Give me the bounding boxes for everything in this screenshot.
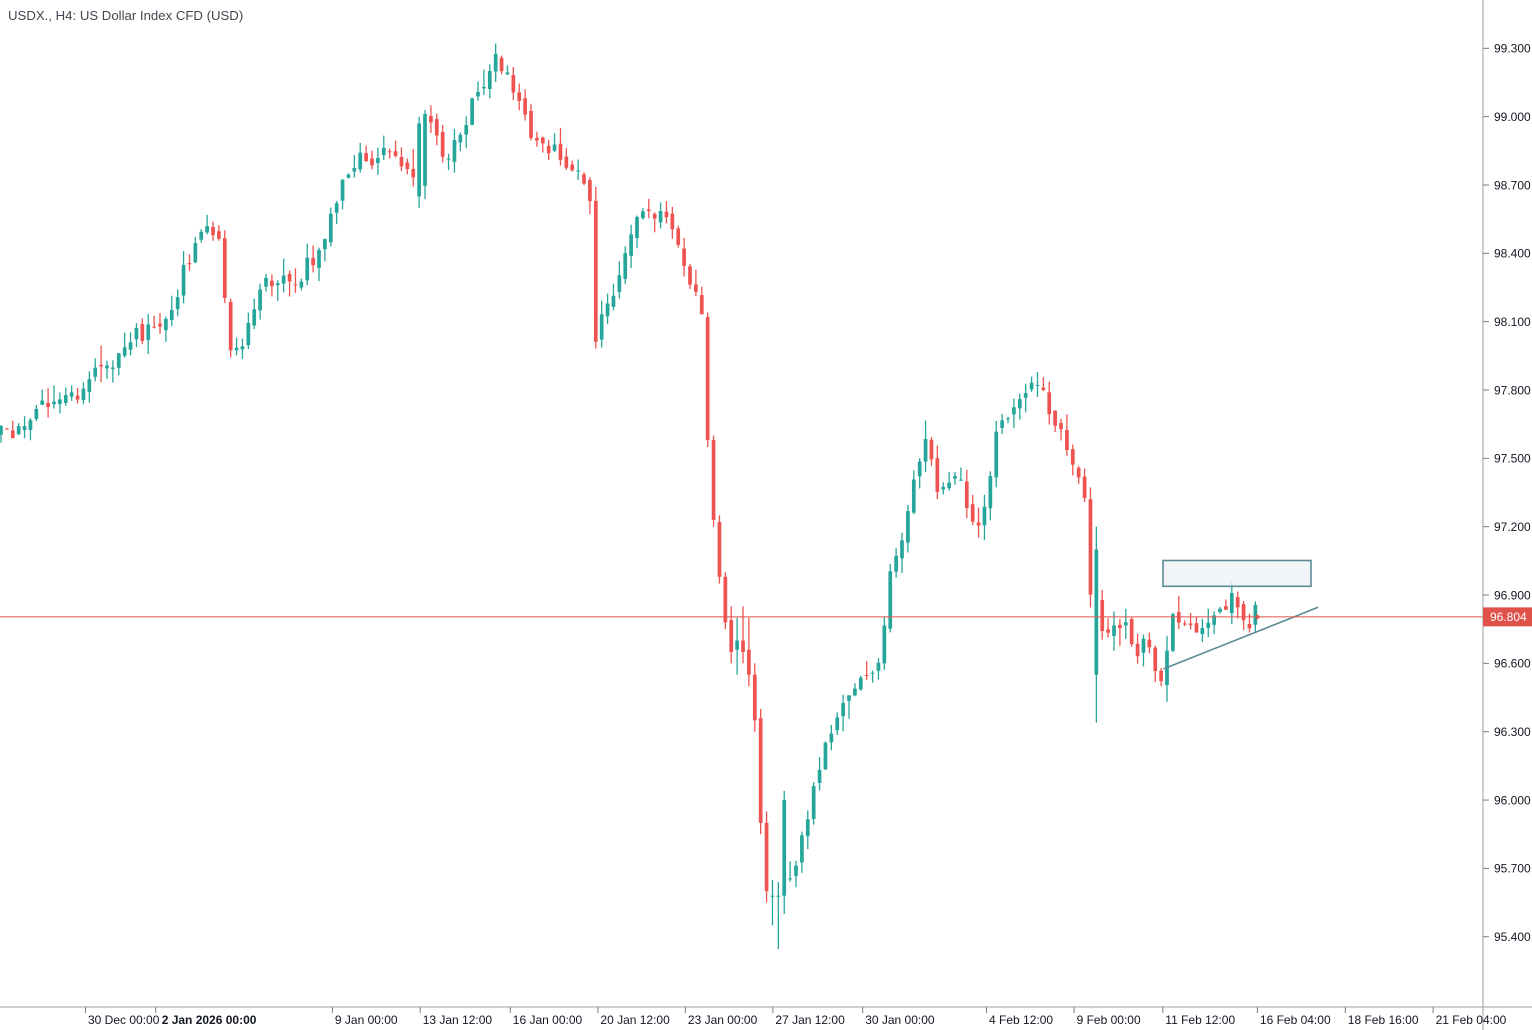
svg-text:96.600: 96.600 xyxy=(1494,657,1531,671)
svg-text:96.804: 96.804 xyxy=(1490,610,1527,624)
svg-text:96.000: 96.000 xyxy=(1494,793,1531,807)
svg-text:27 Jan 12:00: 27 Jan 12:00 xyxy=(775,1013,845,1027)
svg-text:18 Feb 16:00: 18 Feb 16:00 xyxy=(1348,1013,1419,1027)
svg-text:9 Feb 00:00: 9 Feb 00:00 xyxy=(1077,1013,1141,1027)
svg-text:95.700: 95.700 xyxy=(1494,862,1531,876)
svg-text:97.500: 97.500 xyxy=(1494,452,1531,466)
svg-text:97.200: 97.200 xyxy=(1494,520,1531,534)
svg-text:11 Feb 12:00: 11 Feb 12:00 xyxy=(1165,1013,1235,1027)
svg-text:13 Jan 12:00: 13 Jan 12:00 xyxy=(423,1013,493,1027)
svg-text:2 Jan 2026 00:00: 2 Jan 2026 00:00 xyxy=(162,1013,257,1027)
svg-text:30 Jan 00:00: 30 Jan 00:00 xyxy=(865,1013,935,1027)
svg-text:98.700: 98.700 xyxy=(1494,178,1531,192)
svg-text:16 Jan 00:00: 16 Jan 00:00 xyxy=(513,1013,583,1027)
svg-text:99.300: 99.300 xyxy=(1494,42,1531,56)
svg-text:20 Jan 12:00: 20 Jan 12:00 xyxy=(600,1013,670,1027)
svg-text:98.400: 98.400 xyxy=(1494,247,1531,261)
svg-text:21 Feb 04:00: 21 Feb 04:00 xyxy=(1436,1013,1507,1027)
svg-text:96.900: 96.900 xyxy=(1494,588,1531,602)
svg-text:99.000: 99.000 xyxy=(1494,110,1531,124)
svg-text:30 Dec 00:00: 30 Dec 00:00 xyxy=(88,1013,160,1027)
svg-text:16 Feb 04:00: 16 Feb 04:00 xyxy=(1260,1013,1331,1027)
svg-text:98.100: 98.100 xyxy=(1494,315,1531,329)
svg-text:97.800: 97.800 xyxy=(1494,383,1531,397)
svg-text:9 Jan 00:00: 9 Jan 00:00 xyxy=(335,1013,398,1027)
svg-text:96.300: 96.300 xyxy=(1494,725,1531,739)
svg-text:4 Feb 12:00: 4 Feb 12:00 xyxy=(989,1013,1053,1027)
svg-text:95.400: 95.400 xyxy=(1494,930,1531,944)
svg-text:23 Jan 00:00: 23 Jan 00:00 xyxy=(688,1013,758,1027)
